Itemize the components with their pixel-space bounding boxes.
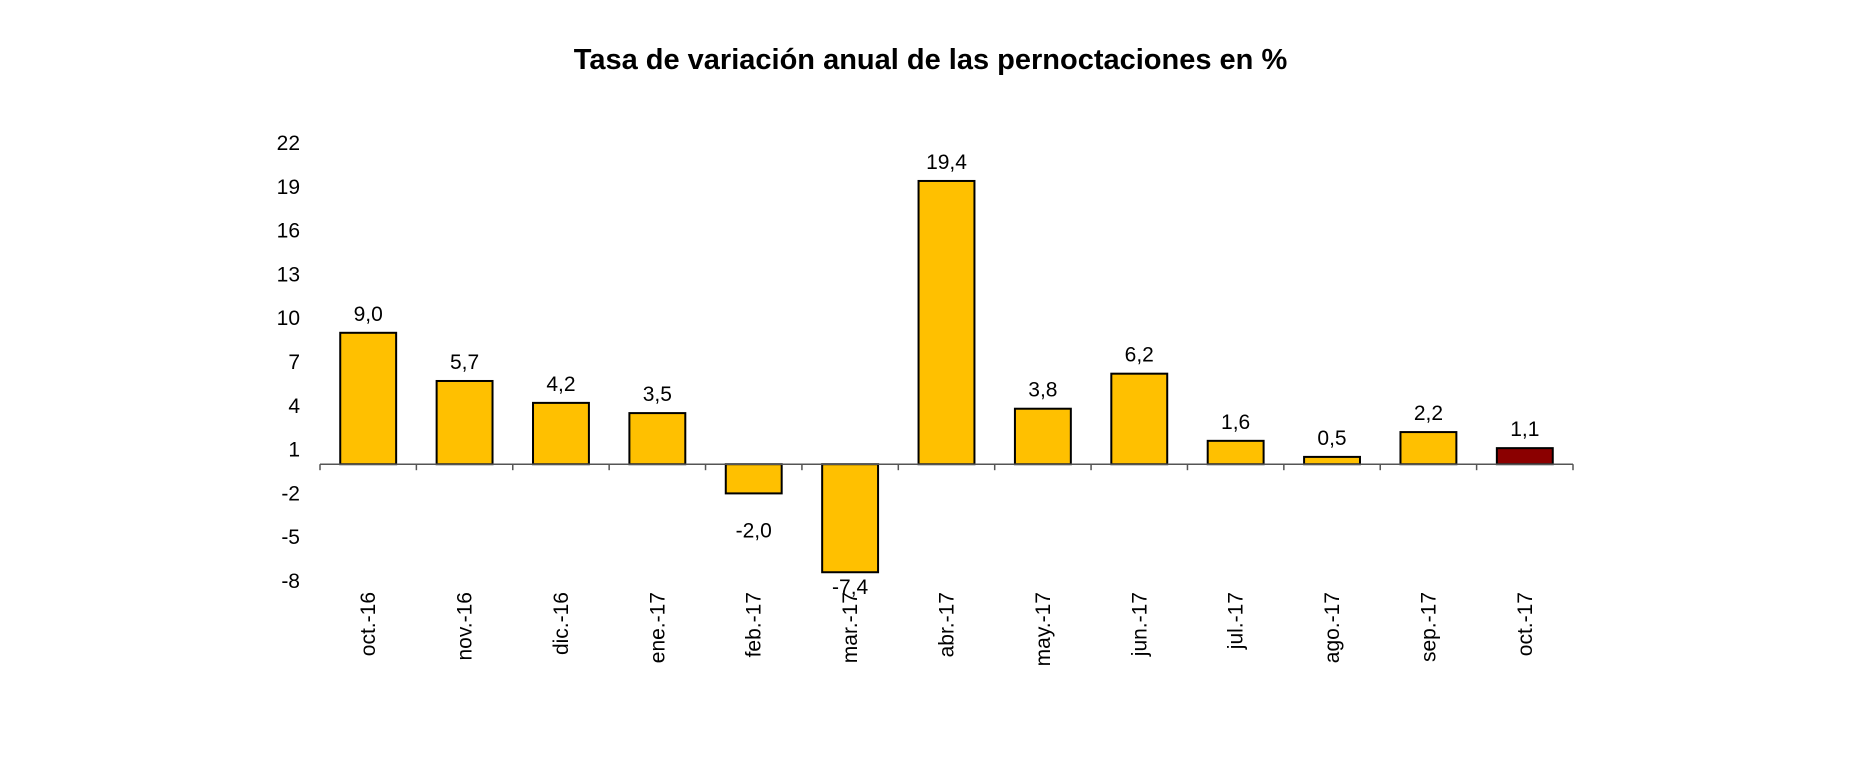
bar xyxy=(821,463,880,574)
y-tick-label: 19 xyxy=(277,176,300,199)
y-tick-label: 1 xyxy=(288,439,300,462)
bar xyxy=(435,379,494,466)
data-label: 1,1 xyxy=(1510,418,1539,441)
x-tick-label: sep.-17 xyxy=(1417,592,1440,662)
data-label: 3,5 xyxy=(643,383,672,406)
data-label: 9,0 xyxy=(354,303,383,326)
data-label: 0,5 xyxy=(1317,427,1346,450)
bar xyxy=(917,179,976,466)
data-label: 6,2 xyxy=(1125,344,1154,367)
bar xyxy=(1399,431,1458,466)
x-tick-label: oct.-16 xyxy=(357,592,380,656)
x-tick-label: dic.-16 xyxy=(550,592,573,655)
bar xyxy=(628,412,687,466)
data-label: 5,7 xyxy=(450,351,479,374)
data-label: 19,4 xyxy=(926,151,967,174)
x-tick-label: may.-17 xyxy=(1032,592,1055,666)
x-tick-label: jul.-17 xyxy=(1225,592,1248,650)
chart-title: Tasa de variación anual de las pernoctac… xyxy=(573,44,1288,76)
y-tick-label: 22 xyxy=(277,132,300,155)
bar xyxy=(1303,455,1361,466)
x-tick-label: mar.-17 xyxy=(839,592,862,663)
y-tick-label: -8 xyxy=(281,570,300,593)
y-tick-label: 7 xyxy=(288,351,300,374)
x-tick-label: jun.-17 xyxy=(1128,592,1151,657)
y-tick-label: -5 xyxy=(281,526,300,549)
bar xyxy=(339,331,398,466)
x-tick-label: abr.-17 xyxy=(936,592,959,657)
data-label: 4,2 xyxy=(546,373,575,396)
data-label: -2,0 xyxy=(736,519,772,542)
bar xyxy=(724,463,783,495)
data-label: 1,6 xyxy=(1221,411,1250,434)
y-tick-label: 13 xyxy=(277,263,300,286)
bar xyxy=(1013,407,1072,466)
data-label: 3,8 xyxy=(1028,379,1057,402)
x-tick-label: nov.-16 xyxy=(454,592,477,661)
data-label: -7,4 xyxy=(832,576,869,599)
bar xyxy=(1206,439,1265,466)
y-tick-label: -2 xyxy=(281,482,300,505)
y-tick-label: 4 xyxy=(288,395,300,418)
x-tick-label: ene.-17 xyxy=(646,592,669,663)
y-tick-label: 16 xyxy=(277,220,300,243)
bar xyxy=(1495,447,1554,466)
x-tick-label: feb.-17 xyxy=(743,592,766,657)
x-tick-label: oct.-17 xyxy=(1514,592,1537,656)
x-tick-label: ago.-17 xyxy=(1321,592,1344,663)
bar xyxy=(1110,372,1169,466)
data-label: 2,2 xyxy=(1414,402,1443,425)
y-tick-label: 10 xyxy=(277,307,300,330)
bar xyxy=(532,401,590,466)
